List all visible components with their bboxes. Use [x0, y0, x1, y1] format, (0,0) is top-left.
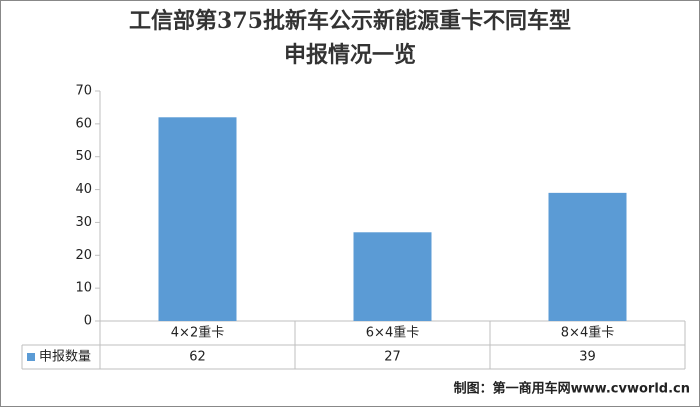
y-tick-label: 40: [75, 182, 92, 197]
x-tick-label: 8×4重卡: [561, 325, 614, 341]
chart-title: 工信部第375批新车公示新能源重卡不同车型: [129, 8, 571, 34]
bar: [158, 117, 237, 322]
bar: [353, 232, 432, 321]
y-tick-label: 0: [84, 314, 92, 329]
legend-key: [27, 353, 35, 361]
legend-label: 申报数量: [39, 350, 91, 365]
y-tick-label: 30: [75, 215, 92, 230]
x-tick-label: 4×2重卡: [171, 325, 224, 341]
chart-title: 申报情况一览: [284, 42, 416, 68]
y-tick-label: 20: [75, 248, 92, 263]
y-tick-label: 50: [75, 149, 92, 164]
table-value: 27: [384, 350, 401, 365]
table-value: 39: [579, 350, 596, 365]
credit: 制图：第一商用车网www.cvworld.cn: [454, 381, 690, 397]
y-tick-label: 70: [75, 84, 92, 99]
y-tick-label: 60: [75, 116, 92, 131]
table-value: 62: [189, 350, 206, 365]
bar: [548, 192, 627, 321]
y-tick-label: 10: [75, 281, 92, 296]
x-tick-label: 6×4重卡: [366, 325, 419, 341]
